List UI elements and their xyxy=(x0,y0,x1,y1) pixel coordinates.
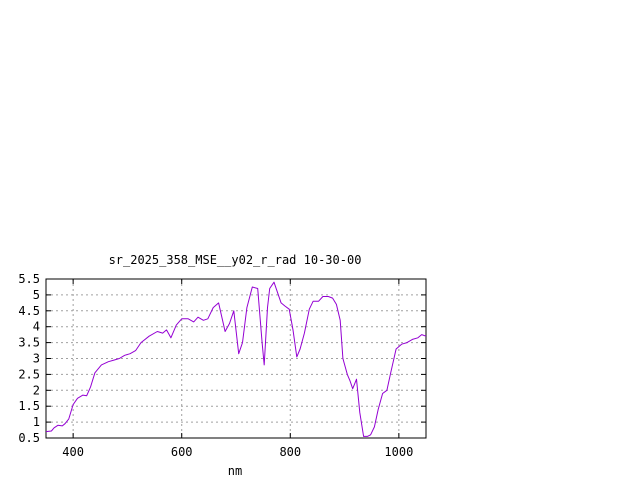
y-tick-label: 3.5 xyxy=(18,336,40,350)
x-tick-label: 800 xyxy=(279,445,301,459)
y-tick-label: 1.5 xyxy=(18,399,40,413)
x-tick-label: 1000 xyxy=(384,445,413,459)
axis-ticks: 400 600 800 1000 0.5 1 1.5 2 2.53 3.5 4 4.5 5 5.5 xyxy=(18,272,426,459)
grid-lines xyxy=(46,279,426,438)
y-tick-label: 2 xyxy=(33,383,40,397)
x-tick-label: 400 xyxy=(62,445,84,459)
series-line xyxy=(45,281,427,437)
chart-title: sr_2025_358_MSE__y02_r_rad 10-30-00 xyxy=(109,253,362,267)
y-tick-label: 4 xyxy=(33,320,40,334)
x-axis-label: nm xyxy=(228,464,242,478)
x-tick-label: 600 xyxy=(171,445,193,459)
series-layer xyxy=(45,281,427,437)
y-tick-label: 5.5 xyxy=(18,272,40,286)
y-tick-label: 4.5 xyxy=(18,304,40,318)
y-tick-label: 2.5 xyxy=(18,367,40,381)
y-tick-label: 1 xyxy=(33,415,40,429)
y-tick-label: 5 xyxy=(33,288,40,302)
y-tick-label: 0.5 xyxy=(18,431,40,445)
y-tick-label: 3 xyxy=(33,352,40,366)
